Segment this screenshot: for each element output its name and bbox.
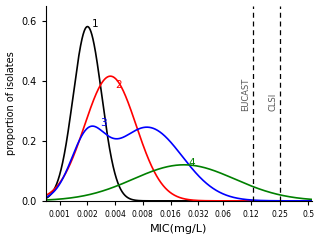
Text: 2: 2	[115, 80, 122, 90]
Text: 3: 3	[100, 118, 107, 128]
Y-axis label: proportion of isolates: proportion of isolates	[5, 51, 16, 155]
Text: 1: 1	[92, 18, 99, 29]
Text: 4: 4	[188, 158, 195, 168]
X-axis label: MIC(mg/L): MIC(mg/L)	[150, 224, 207, 234]
Text: EUCAST: EUCAST	[241, 78, 250, 111]
Text: CLSI: CLSI	[269, 92, 278, 111]
